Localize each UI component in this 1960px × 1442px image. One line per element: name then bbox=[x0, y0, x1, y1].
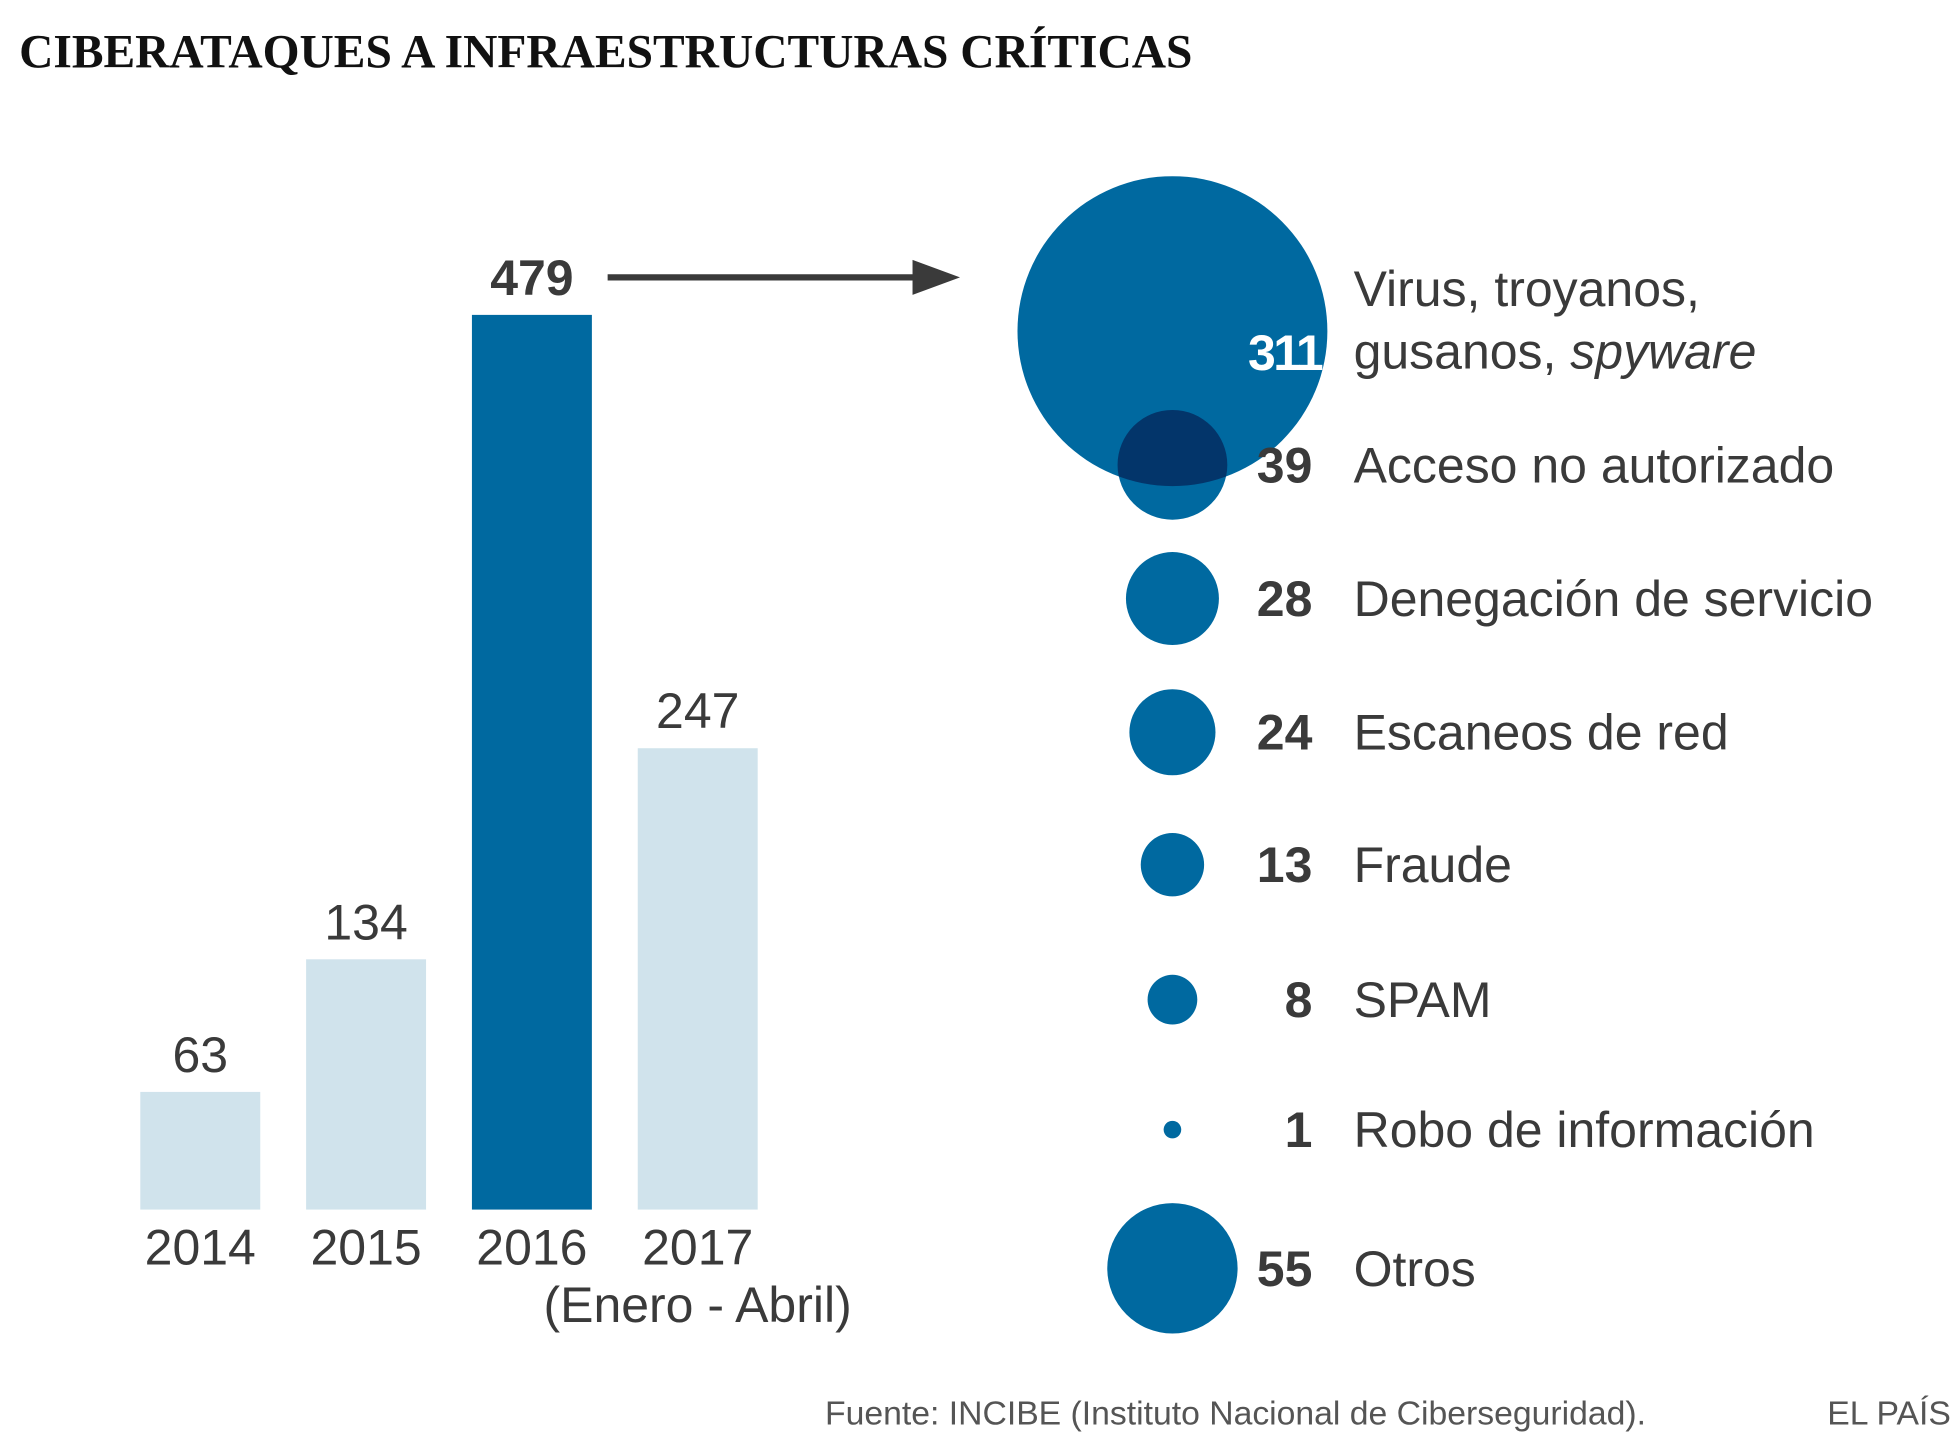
bubble-4 bbox=[1140, 833, 1205, 897]
bubble-category-label: Denegación de servicio bbox=[1354, 571, 1873, 627]
bubble-5 bbox=[1147, 974, 1198, 1025]
bubble-category-label: Otros bbox=[1354, 1241, 1476, 1297]
year-tick-label: 2015 bbox=[311, 1220, 422, 1276]
bubble-0 bbox=[1017, 176, 1328, 487]
bubble-value-label: 24 bbox=[1257, 705, 1313, 761]
bubble-6 bbox=[1163, 1120, 1182, 1139]
bubble-value-label: 311 bbox=[1248, 325, 1323, 381]
year-tick-label: 2016 bbox=[476, 1220, 587, 1276]
bubble-value-label: 55 bbox=[1257, 1241, 1313, 1297]
bubble-3 bbox=[1129, 689, 1216, 776]
bar-2016 bbox=[471, 314, 592, 1210]
bubble-category-label: Fraude bbox=[1354, 837, 1512, 893]
bar-2017 bbox=[637, 748, 758, 1210]
arrow-icon bbox=[607, 259, 961, 295]
bar-2014 bbox=[140, 1091, 261, 1210]
bubble-value-label: 1 bbox=[1285, 1102, 1313, 1158]
bubble-category-label: SPAM bbox=[1354, 972, 1492, 1028]
bar-value-label: 63 bbox=[172, 1027, 228, 1083]
bubble-overlap bbox=[1117, 409, 1228, 487]
bubble-value-label: 13 bbox=[1257, 837, 1313, 893]
bar-2015 bbox=[306, 959, 427, 1210]
bar-value-label: 247 bbox=[656, 683, 739, 739]
bubble-category-label: Escaneos de red bbox=[1354, 705, 1729, 761]
bar-value-label: 134 bbox=[324, 894, 407, 950]
bubble-category-label: Acceso no autorizado bbox=[1354, 437, 1835, 493]
bubble-value-label: 28 bbox=[1257, 571, 1313, 627]
year-tick-label: 2017 bbox=[642, 1220, 753, 1276]
bubble-value-label: 8 bbox=[1285, 972, 1313, 1028]
bar-value-label: 479 bbox=[490, 250, 573, 306]
category-note: (Enero - Abril) bbox=[543, 1277, 851, 1333]
bubble-2 bbox=[1125, 552, 1219, 646]
source-note: Fuente: INCIBE (Instituto Nacional de Ci… bbox=[825, 1395, 1646, 1433]
bubble-category-label: Virus, troyanos, bbox=[1354, 261, 1700, 317]
bubble-7 bbox=[1107, 1203, 1238, 1334]
bubble-category-label: gusanos, spyware bbox=[1354, 324, 1757, 380]
bubble-category-label: Robo de información bbox=[1354, 1102, 1815, 1158]
brand-label: EL PAÍS bbox=[1827, 1395, 1951, 1433]
year-tick-label: 2014 bbox=[145, 1220, 256, 1276]
bar-chart: 63 2014 134 2015 479 2016 247 2017 bbox=[140, 250, 758, 1276]
bubble-chart: 311 Virus, troyanos, gusanos, spyware 39 Acc… bbox=[1017, 176, 1873, 1334]
chart-title: CIBERATAQUES A INFRAESTRUCTURAS CRÍTICAS bbox=[19, 26, 1192, 78]
bubble-value-label: 39 bbox=[1257, 437, 1313, 493]
